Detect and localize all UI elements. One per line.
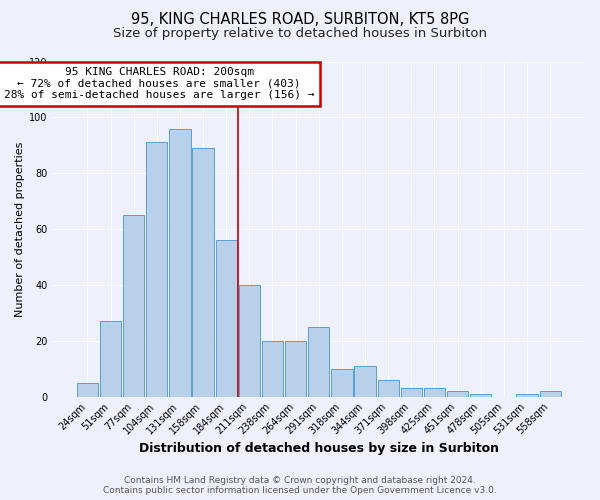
Bar: [331, 368, 353, 396]
Bar: [401, 388, 422, 396]
Bar: [262, 341, 283, 396]
Text: 95, KING CHARLES ROAD, SURBITON, KT5 8PG: 95, KING CHARLES ROAD, SURBITON, KT5 8PG: [131, 12, 469, 28]
Text: 95 KING CHARLES ROAD: 200sqm
← 72% of detached houses are smaller (403)
28% of s: 95 KING CHARLES ROAD: 200sqm ← 72% of de…: [4, 67, 314, 100]
Bar: [470, 394, 491, 396]
Bar: [539, 391, 561, 396]
Bar: [77, 382, 98, 396]
Bar: [169, 128, 191, 396]
Bar: [424, 388, 445, 396]
Y-axis label: Number of detached properties: Number of detached properties: [15, 142, 25, 317]
Bar: [100, 322, 121, 396]
Bar: [377, 380, 399, 396]
Bar: [285, 341, 306, 396]
Text: Contains HM Land Registry data © Crown copyright and database right 2024.
Contai: Contains HM Land Registry data © Crown c…: [103, 476, 497, 495]
Bar: [146, 142, 167, 396]
Bar: [193, 148, 214, 396]
Bar: [308, 327, 329, 396]
Bar: [355, 366, 376, 396]
Bar: [447, 391, 468, 396]
Bar: [239, 285, 260, 397]
Text: Size of property relative to detached houses in Surbiton: Size of property relative to detached ho…: [113, 28, 487, 40]
Bar: [517, 394, 538, 396]
X-axis label: Distribution of detached houses by size in Surbiton: Distribution of detached houses by size …: [139, 442, 499, 455]
Bar: [215, 240, 237, 396]
Bar: [123, 215, 144, 396]
